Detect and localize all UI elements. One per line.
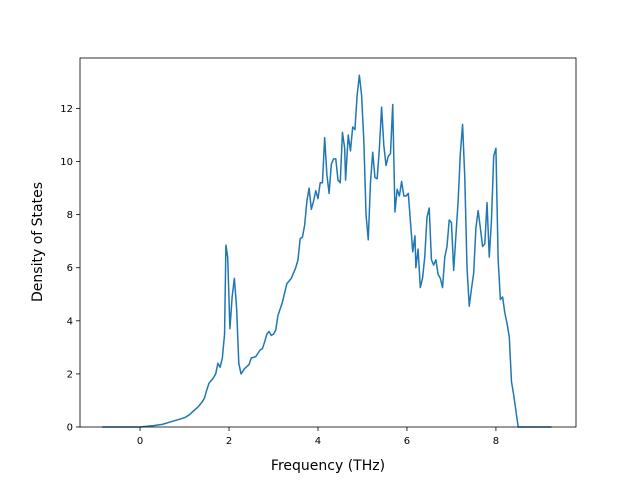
- y-tick-label: 8: [67, 210, 73, 221]
- x-tick-label: 2: [226, 436, 232, 447]
- x-axis-label: Frequency (THz): [271, 458, 385, 474]
- x-tick-label: 0: [137, 436, 143, 447]
- y-axis-label: Density of States: [30, 182, 46, 302]
- y-tick-label: 6: [67, 263, 73, 274]
- x-tick-label: 4: [315, 436, 321, 447]
- x-tick-label: 6: [404, 436, 410, 447]
- y-tick-label: 2: [67, 369, 73, 380]
- y-tick-label: 12: [60, 104, 73, 115]
- data-line: [102, 74, 552, 428]
- y-tick-label: 4: [67, 316, 73, 327]
- x-tick-label: 8: [493, 436, 499, 447]
- y-tick-label: 0: [67, 423, 73, 434]
- y-tick-label: 10: [60, 157, 73, 168]
- plot-frame: [79, 57, 577, 428]
